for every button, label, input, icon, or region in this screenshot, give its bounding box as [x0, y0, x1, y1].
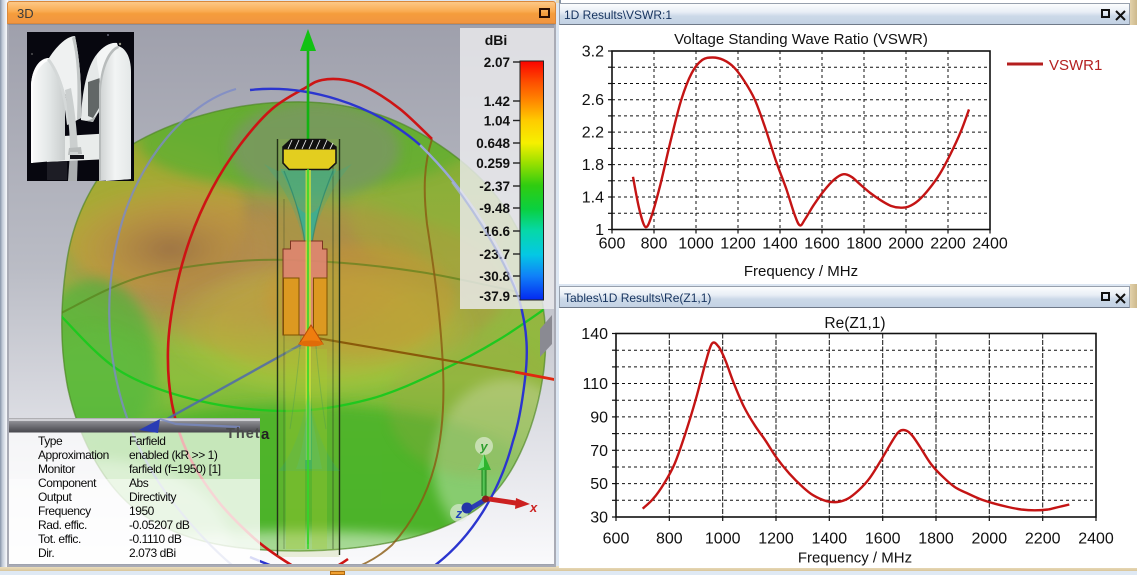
svg-text:farfield (f=1950) [1]: farfield (f=1950) [1] [129, 462, 221, 476]
svg-text:800: 800 [641, 236, 668, 253]
svg-text:1.8: 1.8 [582, 157, 604, 174]
svg-text:110: 110 [582, 376, 608, 393]
svg-text:1000: 1000 [678, 236, 714, 253]
svg-text:2400: 2400 [1078, 531, 1114, 548]
svg-text:90: 90 [590, 409, 608, 426]
svg-text:Rad. effic.: Rad. effic. [38, 518, 87, 532]
svg-text:Frequency / MHz: Frequency / MHz [744, 263, 858, 280]
svg-text:0.259: 0.259 [476, 156, 510, 171]
svg-text:Frequency: Frequency [38, 504, 91, 518]
svg-text:Type: Type [38, 434, 63, 448]
svg-text:enabled (kR >> 1): enabled (kR >> 1) [129, 448, 218, 462]
svg-text:1200: 1200 [720, 236, 756, 253]
svg-text:Frequency / MHz: Frequency / MHz [798, 550, 912, 567]
svg-text:-0.1110 dB: -0.1110 dB [129, 532, 182, 546]
svg-text:-37.9: -37.9 [479, 289, 510, 304]
svg-text:2.073 dBi: 2.073 dBi [129, 546, 176, 560]
svg-text:1400: 1400 [762, 236, 798, 253]
svg-text:1800: 1800 [918, 531, 954, 548]
svg-text:x: x [529, 500, 538, 515]
svg-text:y: y [479, 439, 488, 454]
svg-text:3.2: 3.2 [582, 44, 604, 61]
svg-text:Approximation: Approximation [38, 448, 109, 462]
svg-text:600: 600 [599, 236, 626, 253]
svg-text:-30.8: -30.8 [479, 269, 510, 284]
svg-text:1200: 1200 [758, 531, 794, 548]
svg-text:2000: 2000 [972, 531, 1008, 548]
svg-text:-2.37: -2.37 [479, 179, 510, 194]
svg-text:Output: Output [38, 490, 72, 504]
svg-text:1800: 1800 [846, 236, 882, 253]
svg-text:Voltage Standing Wave Ratio (V: Voltage Standing Wave Ratio (VSWR) [674, 31, 928, 48]
svg-text:2.6: 2.6 [582, 92, 604, 109]
svg-text:a: a [261, 426, 270, 443]
svg-text:2400: 2400 [972, 236, 1008, 253]
svg-text:Thet: Thet [226, 426, 261, 442]
svg-text:Component: Component [38, 476, 97, 490]
svg-text:1600: 1600 [865, 531, 901, 548]
svg-text:dBi: dBi [485, 32, 508, 48]
svg-text:2.2: 2.2 [582, 125, 604, 142]
svg-text:-0.05207 dB: -0.05207 dB [129, 518, 190, 532]
svg-text:30: 30 [590, 510, 608, 527]
svg-text:1950: 1950 [129, 504, 155, 518]
svg-text:1.04: 1.04 [484, 114, 511, 129]
svg-text:Re(Z1,1): Re(Z1,1) [824, 315, 885, 332]
svg-text:-23.7: -23.7 [479, 247, 510, 262]
svg-text:-16.6: -16.6 [479, 224, 510, 239]
svg-text:-9.48: -9.48 [479, 201, 510, 216]
svg-text:140: 140 [581, 326, 608, 343]
svg-text:1600: 1600 [804, 236, 840, 253]
svg-text:70: 70 [590, 443, 608, 460]
svg-text:z: z [455, 506, 463, 521]
svg-text:Monitor: Monitor [38, 462, 75, 476]
svg-text:2200: 2200 [1025, 531, 1061, 548]
svg-text:1: 1 [595, 222, 604, 239]
svg-text:600: 600 [603, 531, 630, 548]
svg-text:Dir.: Dir. [38, 546, 54, 560]
svg-text:0.648: 0.648 [476, 136, 510, 151]
svg-text:1000: 1000 [705, 531, 741, 548]
svg-text:1.4: 1.4 [582, 190, 604, 207]
svg-text:2.07: 2.07 [484, 55, 510, 70]
svg-text:VSWR1: VSWR1 [1049, 57, 1102, 74]
svg-text:2200: 2200 [930, 236, 966, 253]
svg-text:800: 800 [656, 531, 683, 548]
svg-text:Tot. effic.: Tot. effic. [38, 532, 81, 546]
svg-text:1400: 1400 [812, 531, 848, 548]
svg-text:Abs: Abs [129, 476, 149, 490]
svg-text:Farfield: Farfield [129, 434, 165, 448]
svg-text:50: 50 [590, 476, 608, 493]
svg-text:2000: 2000 [888, 236, 924, 253]
svg-text:1.42: 1.42 [484, 94, 510, 109]
svg-text:Directivity: Directivity [129, 490, 177, 504]
